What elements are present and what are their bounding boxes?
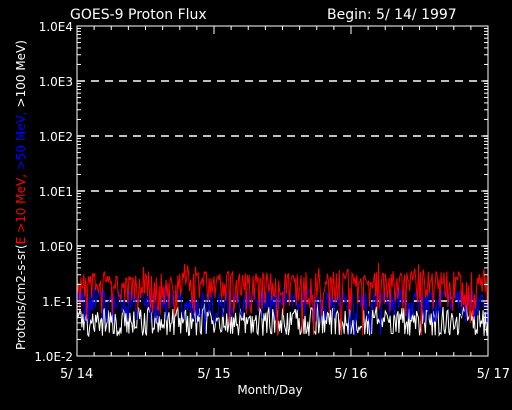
y-tick-label: 1.0E2 xyxy=(39,130,73,144)
chart-begin-date: Begin: 5/ 14/ 1997 xyxy=(327,7,457,23)
y-axis-label: Protons/cm2-s-sr(E >10 MeV, >50 MeV, >10… xyxy=(14,40,28,350)
y-axis-label-series-3: >100 MeV xyxy=(14,44,28,111)
x-tick-label: 5/ 14 xyxy=(60,367,93,382)
y-tick-label: 1.0E-2 xyxy=(34,350,73,364)
y-tick-label: 1.0E3 xyxy=(39,75,73,89)
series-line-1 xyxy=(76,262,489,336)
y-tick-label: 1.0E4 xyxy=(39,20,73,34)
y-axis-label-suffix: ) xyxy=(14,40,28,45)
chart-title: GOES-9 Proton Flux xyxy=(70,7,207,23)
x-tick-labels: 5/ 14 5/ 15 5/ 16 5/ 17 xyxy=(60,367,510,382)
gridlines xyxy=(77,80,488,302)
series-line-3 xyxy=(76,303,489,338)
axes xyxy=(76,25,489,357)
y-tick-labels: 1.0E-2 1.E-1 1.0E0 1.0E1 1.0E2 1.0E3 1.0E4 xyxy=(34,20,73,364)
y-tick-label: 1.E-1 xyxy=(42,295,73,309)
y-axis-label-series-2: >50 MeV, xyxy=(14,111,28,174)
y-axis-label-prefix: Protons/cm2-s-sr( xyxy=(14,244,28,350)
series-layer xyxy=(76,262,489,338)
x-axis-label: Month/Day xyxy=(237,383,302,397)
y-axis-label-series-1: E >10 MeV, xyxy=(14,174,28,244)
x-tick-label: 5/ 17 xyxy=(477,367,510,382)
y-tick-label: 1.0E1 xyxy=(39,185,73,199)
y-tick-label: 1.0E0 xyxy=(39,240,73,254)
x-tick-label: 5/ 16 xyxy=(334,367,367,382)
x-tick-label: 5/ 15 xyxy=(197,367,230,382)
